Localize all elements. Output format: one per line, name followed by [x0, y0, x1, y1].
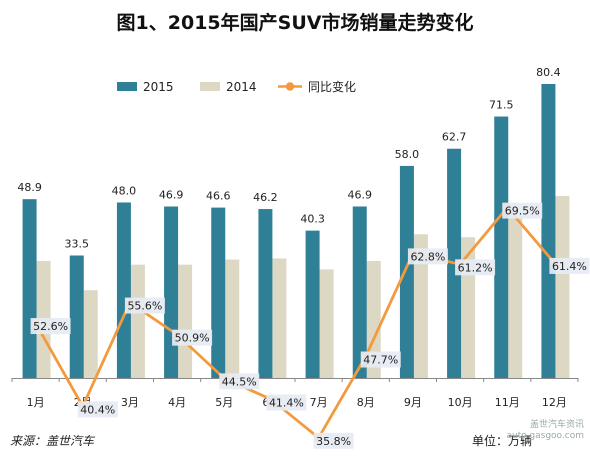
bar-2014-12 — [555, 195, 570, 378]
bar-2014-4 — [178, 264, 193, 378]
bar-2015-3 — [116, 202, 131, 378]
bar-2015-label-8: 46.9 — [348, 189, 373, 202]
yoy-label-7: 35.8% — [316, 435, 351, 448]
yoy-label-box-5 — [219, 373, 260, 390]
x-tick-label-11: 11月 — [495, 396, 520, 409]
bar-2014-7 — [319, 269, 334, 378]
bar-2015-2 — [69, 255, 84, 378]
x-tick-label-10: 10月 — [448, 396, 473, 409]
x-tick-label-7: 7月 — [310, 396, 328, 409]
yoy-label-10: 61.2% — [458, 261, 493, 274]
x-tick-label-4: 4月 — [168, 396, 186, 409]
yoy-label-4: 50.9% — [175, 332, 210, 345]
bar-2014-9 — [413, 234, 428, 378]
bar-2015-label-4: 46.9 — [159, 189, 184, 202]
bar-2015-label-11: 71.5 — [489, 99, 514, 112]
bar-2014-6 — [272, 258, 287, 378]
x-tick-label-5: 5月 — [215, 396, 233, 409]
bar-2015-9 — [399, 165, 414, 378]
yoy-label-box-6 — [266, 394, 307, 411]
bar-2015-7 — [305, 230, 320, 378]
bar-2015-1 — [22, 199, 37, 378]
bar-2015-label-9: 58.0 — [395, 148, 420, 161]
watermark-line2: auto.gasgoo.com — [506, 431, 584, 441]
watermark-line1: 盖世汽车资讯 — [529, 420, 584, 430]
bar-2015-label-2: 33.5 — [65, 238, 90, 251]
yoy-label-box-12 — [549, 257, 590, 274]
bar-2015-label-6: 46.2 — [253, 191, 278, 204]
watermark: 盖世汽车资讯 auto.gasgoo.com — [506, 420, 584, 442]
bar-2015-12 — [541, 84, 556, 378]
bar-2015-4 — [164, 206, 179, 378]
bar-2015-label-1: 48.9 — [17, 181, 42, 194]
x-tick-label-1: 1月 — [27, 396, 45, 409]
yoy-label-2: 40.4% — [80, 403, 115, 416]
bar-2014-10 — [461, 237, 476, 378]
yoy-label-8: 47.7% — [363, 354, 398, 367]
legend-yoy-label: 同比变化 — [308, 79, 356, 94]
x-tick-label-3: 3月 — [121, 396, 139, 409]
yoy-label-box-4 — [172, 329, 213, 346]
yoy-label-box-8 — [360, 351, 401, 368]
bar-2015-5 — [211, 207, 226, 378]
yoy-line — [34, 206, 556, 440]
bar-2015-label-3: 48.0 — [112, 184, 137, 197]
bar-2015-label-7: 40.3 — [300, 213, 325, 226]
legend-2014-swatch — [200, 82, 220, 91]
yoy-label-1: 52.6% — [33, 320, 68, 333]
source-note: 来源：盖世汽车 — [10, 434, 95, 448]
yoy-label-box-11 — [502, 202, 543, 219]
x-tick-label-8: 8月 — [357, 396, 375, 409]
legend-yoy-swatch-marker — [285, 82, 295, 91]
yoy-label-3: 55.6% — [127, 300, 162, 313]
legend-2015-swatch — [117, 82, 137, 91]
yoy-label-12: 61.4% — [552, 260, 587, 273]
bar-2015-label-12: 80.4 — [536, 66, 561, 79]
unit-note: 单位：万辆 — [471, 434, 532, 448]
bar-2015-11 — [494, 116, 509, 379]
yoy-label-9: 62.8% — [410, 250, 445, 263]
bar-2015-8 — [352, 206, 367, 378]
bar-2014-5 — [225, 259, 240, 378]
legend-2015-label: 2015 — [143, 80, 174, 94]
x-tick-label-9: 9月 — [404, 396, 422, 409]
bar-2014-11 — [508, 215, 523, 378]
bar-2014-3 — [130, 264, 145, 378]
bar-2015-6 — [258, 209, 273, 378]
bar-2014-2 — [83, 290, 98, 378]
x-tick-label-12: 12月 — [542, 396, 567, 409]
bar-2015-label-5: 46.6 — [206, 190, 231, 203]
bar-2015-label-10: 62.7 — [442, 131, 467, 144]
yoy-label-11: 69.5% — [505, 205, 540, 218]
yoy-label-box-2 — [77, 401, 118, 418]
yoy-label-box-3 — [124, 297, 165, 314]
yoy-label-box-10 — [455, 259, 496, 276]
yoy-label-6: 41.4% — [269, 397, 304, 410]
yoy-label-box-7 — [313, 432, 354, 449]
legend-2014-label: 2014 — [226, 80, 257, 94]
chart-title: 图1、2015年国产SUV市场销量走势变化 — [116, 12, 474, 34]
yoy-label-box-1 — [30, 318, 71, 335]
yoy-label-box-9 — [407, 248, 448, 265]
yoy-label-5: 44.5% — [222, 375, 257, 388]
